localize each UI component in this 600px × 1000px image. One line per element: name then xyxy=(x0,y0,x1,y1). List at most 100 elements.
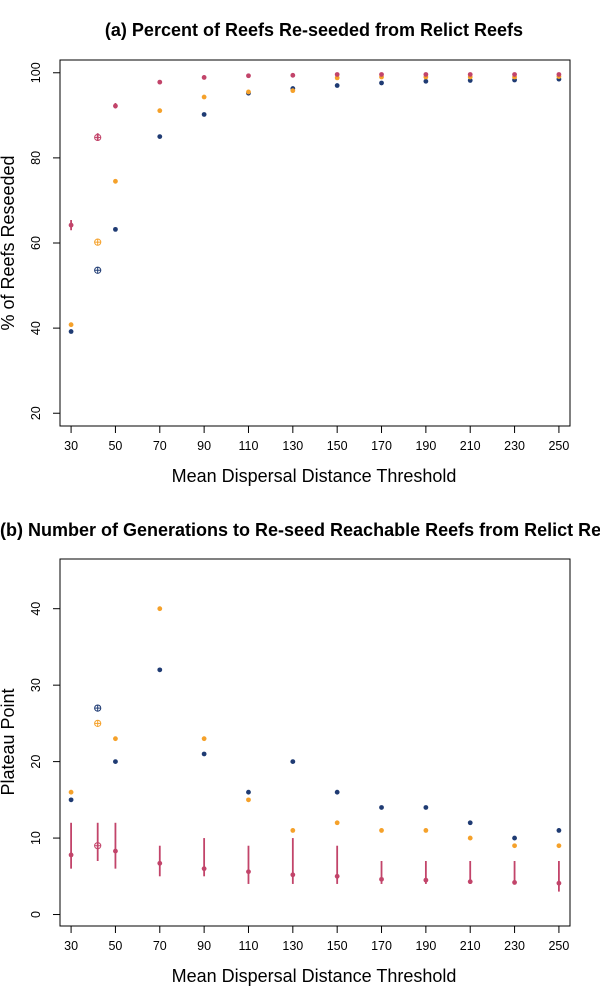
panel-a-y-axis-title: % of Reefs Reseeded xyxy=(0,155,18,330)
data-point xyxy=(334,789,340,795)
y-tick-label: 80 xyxy=(29,151,43,165)
data-point xyxy=(467,78,473,83)
data-point xyxy=(467,72,473,77)
panel-b-title: (b) Number of Generations to Re-seed Rea… xyxy=(0,520,600,540)
panel-b-x-ticks: 30 50 70 90 110 130 150 170 190 210 230 250 xyxy=(64,926,569,953)
data-point xyxy=(157,667,163,673)
x-tick-label: 130 xyxy=(282,939,303,953)
panel-a-chart: (a) Percent of Reefs Re-seeded from Reli… xyxy=(0,20,571,486)
data-point xyxy=(113,759,118,765)
panel-a-y-ticks: 20 40 60 80 100 xyxy=(29,62,60,420)
x-tick-label: 30 xyxy=(64,439,78,453)
data-point xyxy=(512,880,517,885)
data-point xyxy=(113,848,118,854)
y-tick-label: 100 xyxy=(29,62,43,83)
data-point xyxy=(68,789,74,795)
panel-a-x-axis-title: Mean Dispersal Distance Threshold xyxy=(172,466,457,486)
panel-b-chart: (b) Number of Generations to Re-seed Rea… xyxy=(0,520,600,986)
y-tick-label: 20 xyxy=(29,755,43,769)
data-point xyxy=(201,866,207,872)
data-point xyxy=(334,75,340,81)
data-point xyxy=(113,103,118,109)
data-point xyxy=(201,94,207,100)
x-tick-label: 190 xyxy=(415,939,436,953)
data-point xyxy=(68,852,74,858)
open-data-point xyxy=(94,266,102,274)
x-tick-label: 230 xyxy=(504,939,525,953)
data-point xyxy=(290,88,296,94)
data-point xyxy=(113,178,118,184)
data-point xyxy=(467,835,473,841)
data-point xyxy=(379,805,384,810)
x-tick-label: 150 xyxy=(327,939,348,953)
data-point xyxy=(334,820,340,826)
y-tick-label: 40 xyxy=(29,602,43,616)
panel-b-y-ticks: 0 10 20 30 40 xyxy=(29,602,60,918)
y-tick-label: 10 xyxy=(29,831,43,845)
panel-a-plot-frame xyxy=(59,59,571,427)
data-point xyxy=(157,134,163,140)
data-point xyxy=(246,89,251,95)
x-tick-label: 70 xyxy=(153,939,167,953)
data-point xyxy=(512,843,517,849)
x-tick-label: 150 xyxy=(327,439,348,453)
data-point xyxy=(379,80,384,86)
x-tick-label: 90 xyxy=(197,939,211,953)
data-point xyxy=(423,828,429,833)
data-point xyxy=(334,83,340,88)
x-tick-label: 90 xyxy=(197,439,211,453)
open-data-point xyxy=(94,842,102,850)
data-point xyxy=(423,72,429,77)
x-tick-label: 170 xyxy=(371,939,392,953)
data-point xyxy=(246,797,251,803)
data-point xyxy=(68,797,74,803)
data-point xyxy=(201,75,207,80)
data-point xyxy=(556,828,562,833)
y-tick-label: 20 xyxy=(29,406,43,420)
panel-b-x-axis-title: Mean Dispersal Distance Threshold xyxy=(172,966,457,986)
panel-a-marks xyxy=(68,72,562,334)
x-tick-label: 230 xyxy=(504,439,525,453)
data-point xyxy=(379,72,384,77)
open-data-point xyxy=(94,133,102,142)
panel-a-title: (a) Percent of Reefs Re-seeded from Reli… xyxy=(105,20,523,40)
open-data-point xyxy=(94,704,102,712)
x-tick-label: 190 xyxy=(415,439,436,453)
y-tick-label: 60 xyxy=(29,236,43,250)
y-tick-label: 30 xyxy=(29,678,43,692)
data-point xyxy=(379,828,384,833)
data-point xyxy=(556,843,562,849)
data-point xyxy=(246,73,251,79)
x-tick-label: 250 xyxy=(548,439,569,453)
data-point xyxy=(467,879,473,885)
data-point xyxy=(68,222,74,228)
data-point xyxy=(512,72,517,77)
data-point xyxy=(290,872,296,878)
x-tick-label: 110 xyxy=(239,939,259,953)
data-point xyxy=(68,329,74,334)
x-tick-label: 210 xyxy=(460,439,481,453)
data-point xyxy=(113,736,118,742)
data-point xyxy=(201,112,207,117)
y-tick-label: 0 xyxy=(29,911,43,918)
data-point xyxy=(512,835,517,841)
x-tick-label: 50 xyxy=(108,939,122,953)
y-tick-label: 40 xyxy=(29,321,43,335)
data-point xyxy=(423,877,429,883)
data-point xyxy=(157,860,163,866)
data-point xyxy=(290,759,296,765)
data-point xyxy=(334,873,340,879)
x-tick-label: 50 xyxy=(108,439,122,453)
x-tick-label: 250 xyxy=(548,939,569,953)
data-point xyxy=(467,820,473,826)
data-point xyxy=(157,606,163,612)
open-data-point xyxy=(94,238,102,246)
panel-b-marks xyxy=(68,606,562,892)
data-point xyxy=(556,880,562,886)
data-point xyxy=(246,789,251,795)
data-point xyxy=(68,322,74,328)
data-point xyxy=(290,72,296,78)
data-point xyxy=(201,736,207,742)
data-point xyxy=(157,79,163,85)
data-point xyxy=(423,78,429,84)
